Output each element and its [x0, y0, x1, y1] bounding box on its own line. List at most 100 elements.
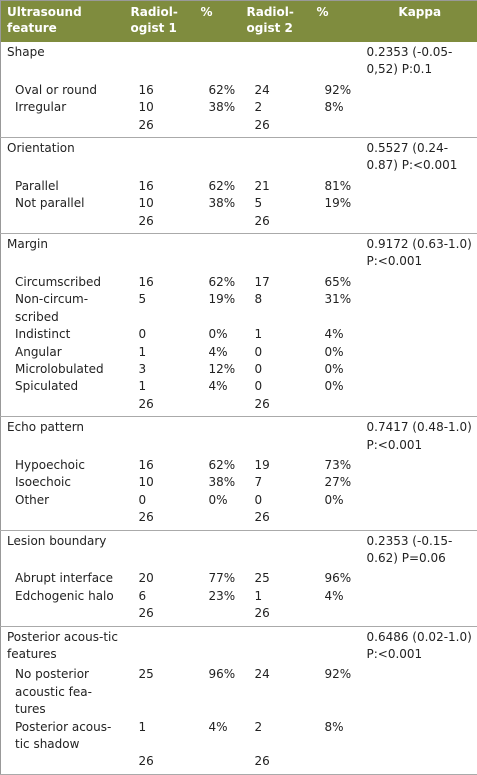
feature-label: Isoechoic	[1, 474, 125, 491]
empty-cell	[125, 42, 195, 82]
feature-label: Spiculated	[1, 378, 125, 395]
empty-cell	[361, 570, 477, 587]
empty-cell	[361, 457, 477, 474]
value-cell: 0%	[311, 492, 361, 509]
empty-cell	[195, 605, 241, 626]
feature-label: Non-circum-scribed	[1, 291, 125, 326]
total-value: 26	[241, 509, 311, 530]
feature-label: Abrupt interface	[1, 570, 125, 587]
empty-cell	[195, 753, 241, 774]
empty-cell	[361, 291, 477, 326]
value-cell: 0	[125, 326, 195, 343]
value-cell: 3	[125, 361, 195, 378]
value-cell: 62%	[195, 178, 241, 195]
empty-cell	[195, 138, 241, 178]
empty-cell	[195, 530, 241, 570]
value-cell: 38%	[195, 99, 241, 116]
value-cell: 16	[125, 82, 195, 99]
value-cell: 5	[125, 291, 195, 326]
value-cell: 5	[241, 195, 311, 212]
value-cell: 10	[125, 195, 195, 212]
feature-title: Lesion boundary	[1, 530, 125, 570]
value-cell: 1	[241, 326, 311, 343]
value-cell: 38%	[195, 195, 241, 212]
value-cell: 0	[241, 344, 311, 361]
empty-cell	[195, 213, 241, 234]
value-cell: 4%	[195, 344, 241, 361]
empty-cell	[311, 234, 361, 274]
value-cell: 16	[125, 457, 195, 474]
value-cell: 25	[241, 570, 311, 587]
total-value: 26	[125, 117, 195, 138]
kappa-cell: 0.6486 (0.02-1.0) P:<0.001	[361, 626, 477, 666]
empty-cell	[241, 234, 311, 274]
value-cell: 96%	[311, 570, 361, 587]
value-cell: 6	[125, 588, 195, 605]
empty-cell	[195, 626, 241, 666]
value-cell: 2	[241, 719, 311, 754]
value-cell: 12%	[195, 361, 241, 378]
empty-cell	[195, 417, 241, 457]
total-value: 26	[241, 117, 311, 138]
value-cell: 31%	[311, 291, 361, 326]
feature-label: Other	[1, 492, 125, 509]
empty-cell	[1, 213, 125, 234]
total-value: 26	[241, 396, 311, 417]
value-cell: 1	[125, 344, 195, 361]
value-cell: 73%	[311, 457, 361, 474]
empty-cell	[361, 474, 477, 491]
value-cell: 92%	[311, 666, 361, 718]
kappa-cell: 0.9172 (0.63-1.0) P:<0.001	[361, 234, 477, 274]
value-cell: 38%	[195, 474, 241, 491]
value-cell: 62%	[195, 274, 241, 291]
feature-label: Edchogenic halo	[1, 588, 125, 605]
total-value: 26	[241, 213, 311, 234]
total-value: 26	[241, 605, 311, 626]
empty-cell	[241, 42, 311, 82]
empty-cell	[311, 605, 361, 626]
empty-cell	[1, 117, 125, 138]
value-cell: 8%	[311, 99, 361, 116]
value-cell: 81%	[311, 178, 361, 195]
feature-label: Hypoechoic	[1, 457, 125, 474]
header-cell: %	[195, 1, 241, 43]
value-cell: 92%	[311, 82, 361, 99]
value-cell: 0%	[311, 378, 361, 395]
empty-cell	[361, 378, 477, 395]
value-cell: 23%	[195, 588, 241, 605]
feature-label: No posterior acoustic fea-tures	[1, 666, 125, 718]
kappa-cell: 0.2353 (-0.15-0.62) P=0.06	[361, 530, 477, 570]
empty-cell	[311, 117, 361, 138]
feature-label: Indistinct	[1, 326, 125, 343]
value-cell: 19	[241, 457, 311, 474]
empty-cell	[195, 42, 241, 82]
value-cell: 4%	[311, 326, 361, 343]
value-cell: 20	[125, 570, 195, 587]
value-cell: 25	[125, 666, 195, 718]
empty-cell	[195, 509, 241, 530]
empty-cell	[195, 117, 241, 138]
empty-cell	[311, 213, 361, 234]
feature-title: Orientation	[1, 138, 125, 178]
empty-cell	[195, 234, 241, 274]
empty-cell	[361, 719, 477, 754]
value-cell: 17	[241, 274, 311, 291]
value-cell: 8%	[311, 719, 361, 754]
value-cell: 10	[125, 99, 195, 116]
empty-cell	[311, 42, 361, 82]
empty-cell	[361, 213, 477, 234]
